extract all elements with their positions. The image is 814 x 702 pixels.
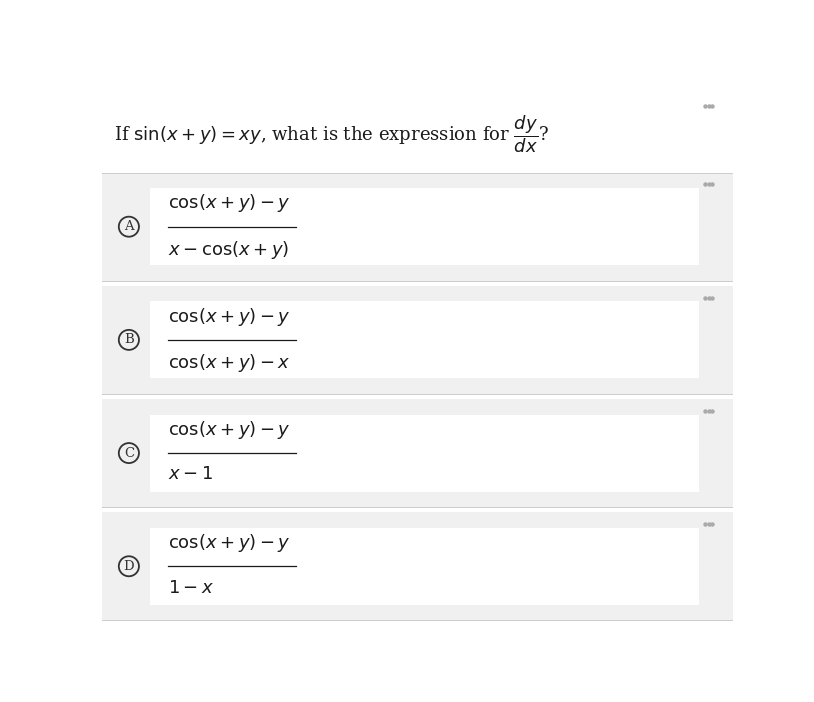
FancyBboxPatch shape	[102, 84, 733, 625]
Text: $\cos(x + y) - y$: $\cos(x + y) - y$	[168, 419, 291, 441]
FancyBboxPatch shape	[102, 399, 733, 507]
FancyBboxPatch shape	[102, 173, 733, 281]
Text: $x - 1$: $x - 1$	[168, 465, 212, 484]
Text: D: D	[124, 559, 134, 573]
Text: If $\sin(x + y) = xy$, what is the expression for $\dfrac{dy}{dx}$?: If $\sin(x + y) = xy$, what is the expre…	[114, 113, 549, 155]
FancyBboxPatch shape	[102, 512, 733, 620]
Text: $\cos(x + y) - y$: $\cos(x + y) - y$	[168, 192, 291, 214]
Text: $\cos(x + y) - y$: $\cos(x + y) - y$	[168, 305, 291, 328]
Text: B: B	[124, 333, 133, 346]
Text: A: A	[124, 220, 133, 233]
FancyBboxPatch shape	[150, 415, 698, 491]
Text: $\cos(x + y) - y$: $\cos(x + y) - y$	[168, 532, 291, 554]
Text: $\cos(x + y) - x$: $\cos(x + y) - x$	[168, 352, 291, 374]
FancyBboxPatch shape	[150, 528, 698, 604]
FancyBboxPatch shape	[150, 188, 698, 265]
Text: C: C	[124, 446, 134, 460]
Text: $x - \cos(x + y)$: $x - \cos(x + y)$	[168, 239, 289, 261]
FancyBboxPatch shape	[102, 286, 733, 394]
Text: $1 - x$: $1 - x$	[168, 578, 214, 597]
FancyBboxPatch shape	[150, 301, 698, 378]
